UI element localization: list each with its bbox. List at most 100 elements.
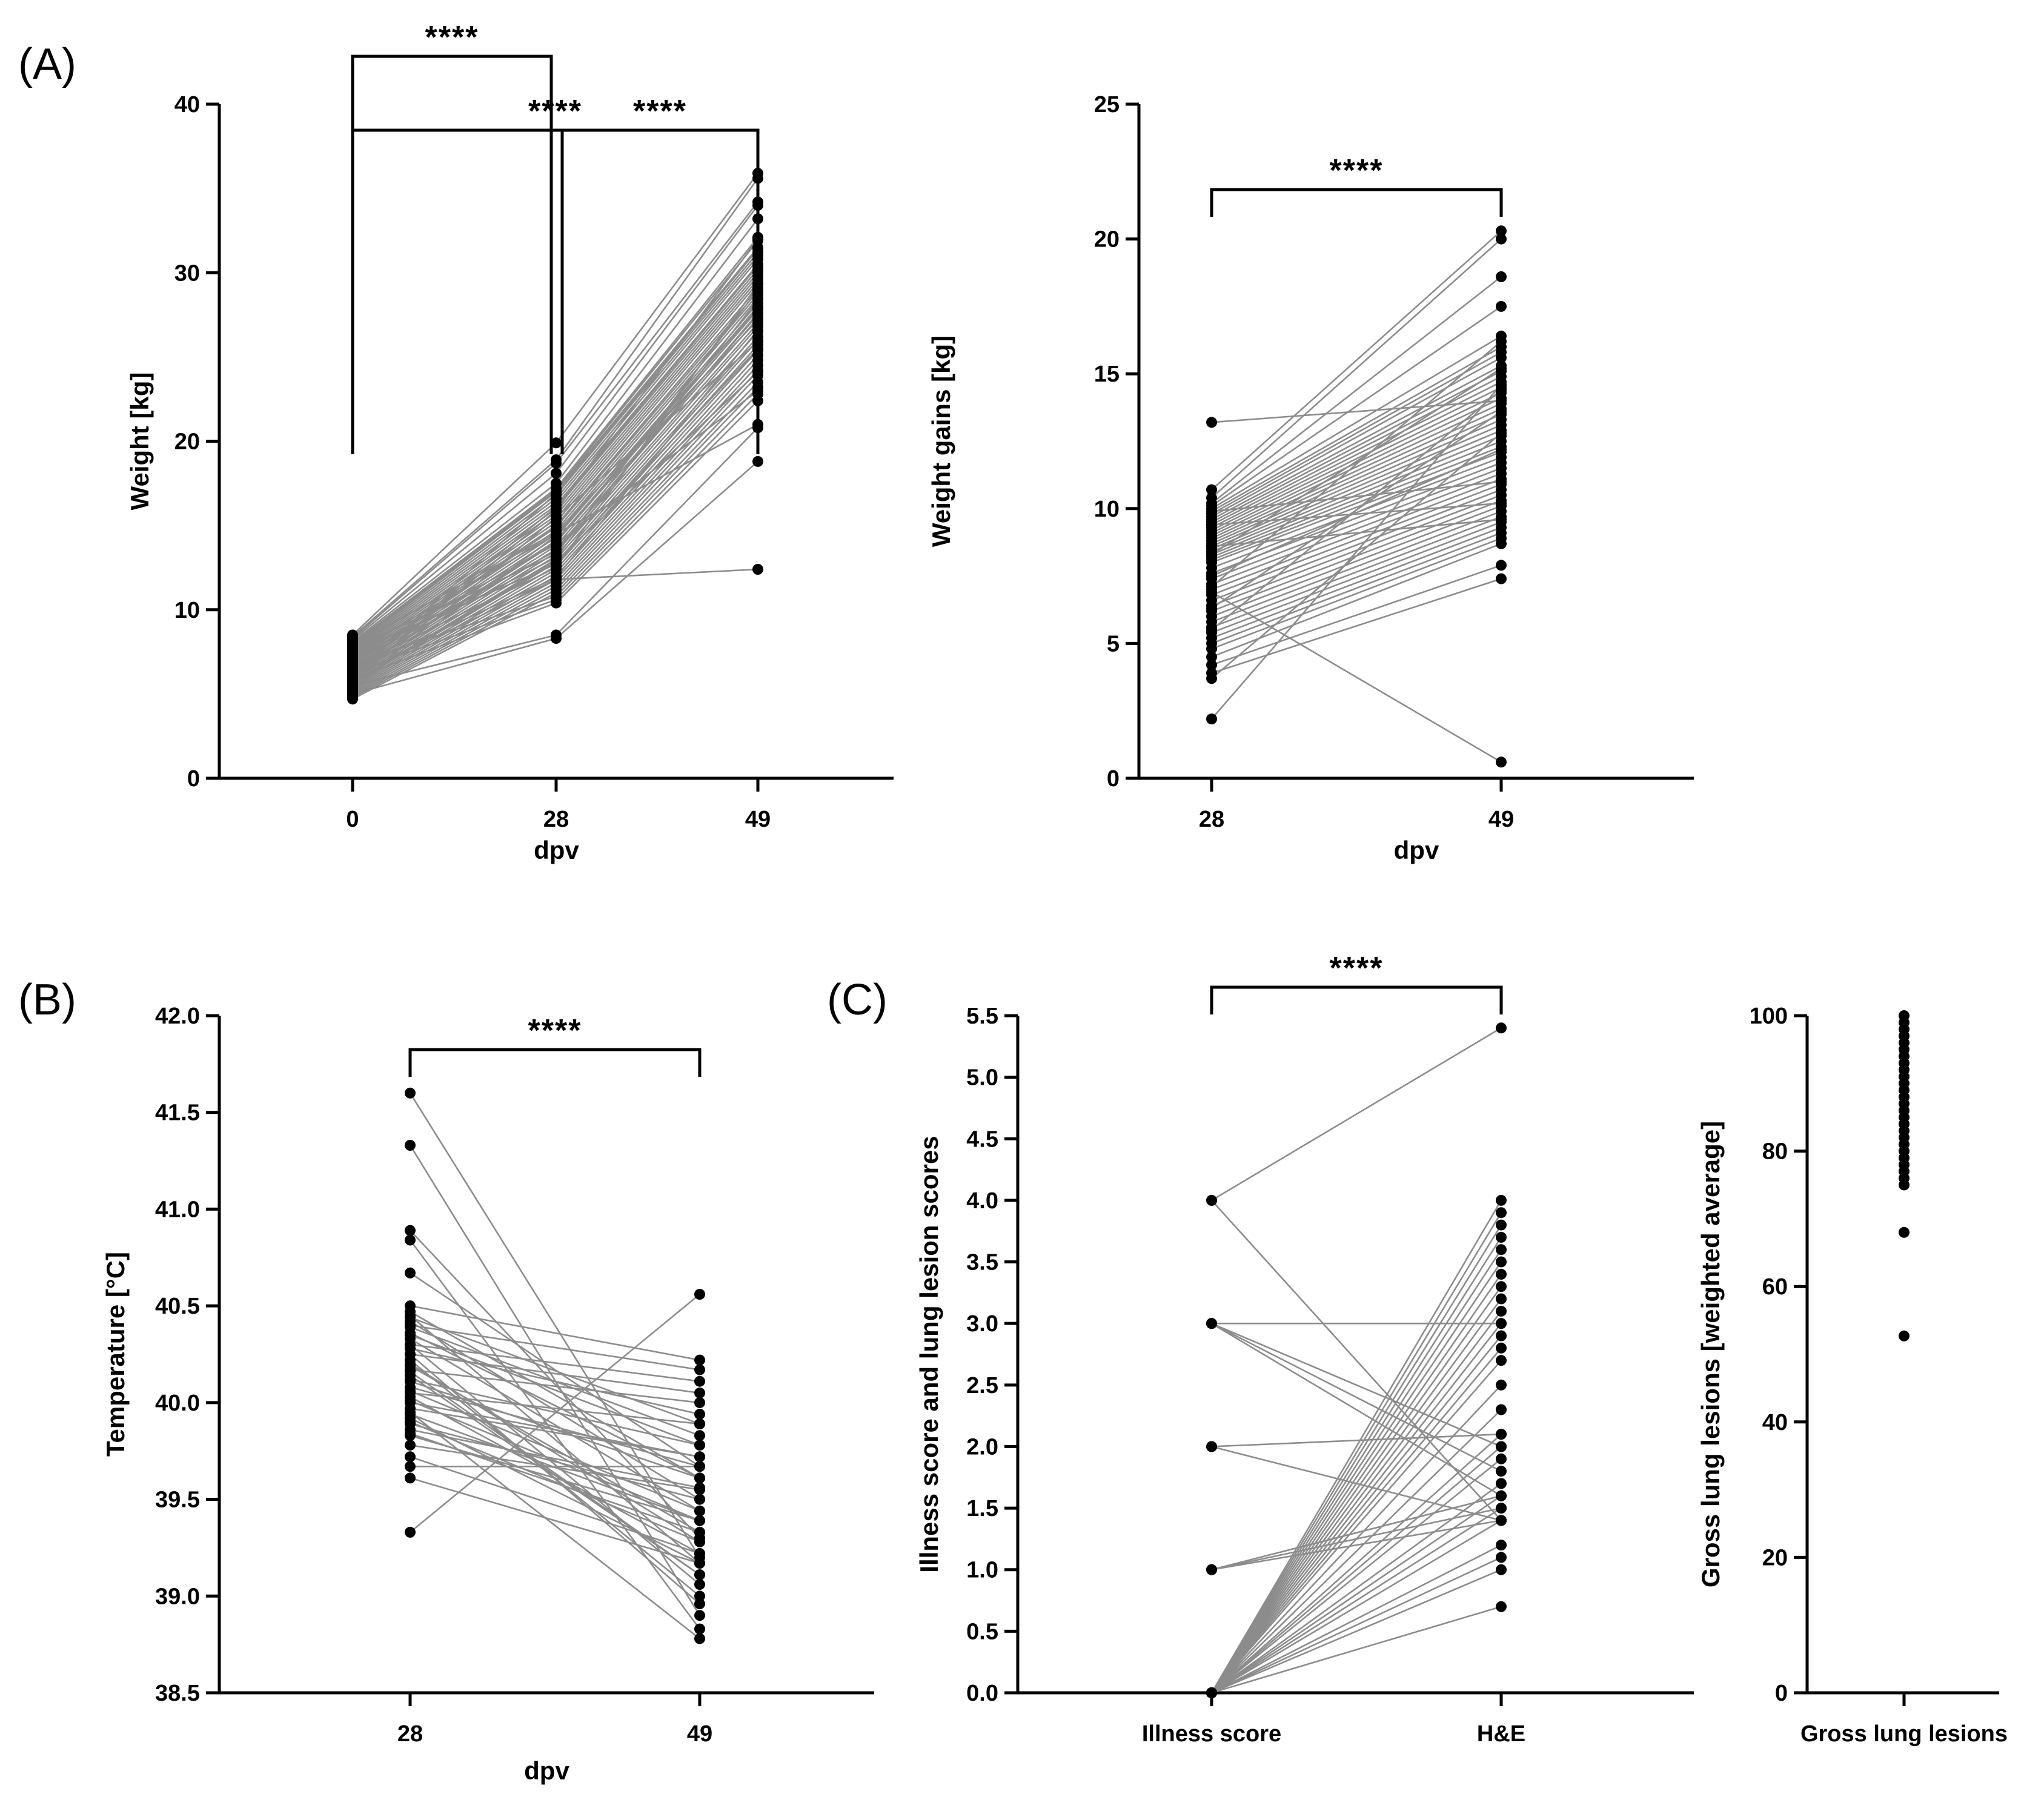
data-point [1496, 1293, 1507, 1305]
subject-line [1211, 335, 1502, 509]
y-tick-label: 39.5 [155, 1487, 200, 1513]
data-point [752, 564, 763, 575]
y-tick-label: 0 [1775, 1681, 1788, 1706]
subject-line [410, 1400, 700, 1521]
y-tick-label: 41.5 [155, 1100, 200, 1126]
subject-line [1210, 1311, 1502, 1693]
x-tick-label: Illness score [1142, 1721, 1281, 1747]
chart-weight-gains: 0 5 10 15 20 25 28 49 dpv Weight gains [kg] **** [927, 92, 1694, 864]
subject-line [1211, 230, 1502, 491]
y-tick-label: 42.0 [155, 1004, 200, 1029]
data-point [694, 1289, 705, 1300]
data-point [1206, 417, 1217, 428]
y-tick-label: 0 [1107, 766, 1120, 792]
subject-line [1211, 340, 1502, 587]
data-point [405, 1312, 416, 1323]
subject-line [410, 1434, 700, 1521]
subject-line [410, 1365, 700, 1534]
data-point [1206, 484, 1217, 495]
subject-line [1211, 381, 1502, 529]
data-point [1206, 624, 1217, 636]
y-tick-label: 20 [174, 429, 200, 455]
y-tick-label: 1.0 [966, 1558, 998, 1583]
data-point [551, 572, 562, 583]
data-point [1496, 352, 1507, 363]
subject-line [1210, 1298, 1502, 1693]
y-tick-label: 10 [1094, 497, 1120, 522]
data-point [405, 1339, 416, 1350]
significance-label: **** [528, 1013, 582, 1048]
data-point [1206, 643, 1217, 655]
y-tick-label: 39.0 [155, 1584, 200, 1609]
data-point [1496, 497, 1507, 509]
subject-line [1211, 1507, 1502, 1694]
subject-line [1211, 502, 1502, 526]
y-tick-label: 4.5 [966, 1127, 998, 1152]
data-point [1496, 514, 1507, 525]
subject-line [410, 1324, 700, 1371]
panel-label-c: (C) [827, 976, 888, 1024]
subject-line [1211, 1434, 1502, 1693]
data-point [1496, 363, 1507, 374]
data-point [694, 1526, 705, 1538]
subject-line [409, 1093, 701, 1558]
data-point [405, 1461, 416, 1472]
data-point [694, 1505, 705, 1517]
subject-line [1211, 1433, 1502, 1448]
data-point [405, 1526, 416, 1538]
y-tick-label: 0.0 [966, 1681, 998, 1706]
y-tick-label: 20 [1094, 227, 1120, 253]
data-point [551, 437, 562, 449]
subject-line [410, 1456, 700, 1555]
y-tick-label: 40.5 [155, 1294, 200, 1319]
subject-line [410, 1334, 700, 1446]
data-point [1496, 225, 1507, 237]
subject-line [1211, 365, 1502, 520]
data-point [551, 468, 562, 479]
y-tick-label: 5 [1107, 631, 1120, 657]
subject-line [1210, 1323, 1502, 1693]
y-tick-label: 60 [1762, 1274, 1788, 1300]
data-point [347, 643, 358, 654]
y-tick-label: 10 [174, 598, 200, 623]
data-point [347, 681, 358, 693]
significance-bracket [408, 1048, 702, 1077]
data-point [694, 1375, 705, 1387]
subject-line [410, 1386, 700, 1467]
data-point [405, 1225, 416, 1236]
x-tick-label: 0 [346, 807, 359, 832]
subject-line [1211, 1495, 1502, 1694]
data-point [1496, 1441, 1507, 1452]
subject-line [1211, 532, 1502, 644]
data-point [405, 1267, 416, 1279]
subject-line [1211, 564, 1502, 666]
subject-line [410, 1378, 700, 1446]
subject-line [410, 1317, 700, 1425]
data-point [1496, 1231, 1507, 1243]
subject-line [1211, 276, 1502, 504]
data-point [405, 1381, 416, 1393]
data-point [551, 530, 562, 541]
data-point [694, 1548, 705, 1559]
subject-line [1211, 1409, 1502, 1693]
subject-line [1211, 376, 1502, 526]
data-point [1496, 1503, 1507, 1514]
y-axis-title: Illness score and lung lesion scores [915, 1136, 943, 1572]
data-point [405, 1234, 416, 1246]
significance-bracket [1210, 985, 1503, 1014]
subject-line [1211, 346, 1502, 512]
data-point [1206, 651, 1217, 663]
subject-line [1211, 1323, 1502, 1472]
subject-line [1211, 578, 1502, 674]
data-point [1206, 713, 1217, 725]
data-point [1206, 1441, 1217, 1452]
subject-line [1210, 1212, 1502, 1693]
y-axis-title: Temperature [°C] [101, 1252, 130, 1457]
x-axis-title: dpv [534, 836, 579, 864]
subject-line [1210, 1261, 1502, 1693]
data-point [1496, 1207, 1507, 1219]
subject-line [1211, 1347, 1502, 1693]
data-point [347, 657, 358, 667]
subject-line [1211, 1606, 1502, 1694]
subject-line [1211, 1495, 1502, 1570]
